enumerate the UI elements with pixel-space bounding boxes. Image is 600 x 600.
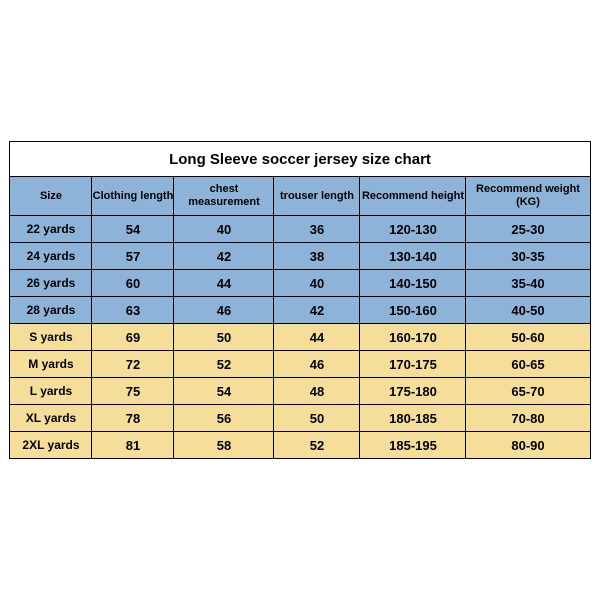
table-row: 2XL yards815852185-19580-90	[10, 432, 590, 459]
cell: 75	[92, 378, 174, 405]
cell: L yards	[10, 378, 92, 405]
table-row: S yards695044160-17050-60	[10, 324, 590, 351]
cell: 30-35	[466, 243, 590, 270]
cell: 63	[92, 297, 174, 324]
cell: 40	[174, 216, 274, 243]
cell: 35-40	[466, 270, 590, 297]
cell: 28 yards	[10, 297, 92, 324]
cell: 70-80	[466, 405, 590, 432]
col-size: Size	[10, 177, 92, 216]
size-chart-table: Long Sleeve soccer jersey size chart Siz…	[9, 141, 590, 459]
page-wrap: Long Sleeve soccer jersey size chart Siz…	[0, 0, 600, 600]
cell: 50	[174, 324, 274, 351]
table-row: 24 yards574238130-14030-35	[10, 243, 590, 270]
cell: 78	[92, 405, 174, 432]
cell: 52	[174, 351, 274, 378]
cell: 60	[92, 270, 174, 297]
cell: 46	[274, 351, 360, 378]
col-trouser-length: trouser length	[274, 177, 360, 216]
cell: 81	[92, 432, 174, 459]
title-row: Long Sleeve soccer jersey size chart	[10, 142, 590, 177]
cell: 57	[92, 243, 174, 270]
col-chest: chest measurement	[174, 177, 274, 216]
table-row: L yards755448175-18065-70	[10, 378, 590, 405]
cell: 60-65	[466, 351, 590, 378]
cell: 24 yards	[10, 243, 92, 270]
cell: 170-175	[360, 351, 466, 378]
table-body: 22 yards544036120-13025-3024 yards574238…	[10, 216, 590, 459]
cell: 40-50	[466, 297, 590, 324]
cell: 72	[92, 351, 174, 378]
table-head: Long Sleeve soccer jersey size chart Siz…	[10, 142, 590, 216]
cell: 130-140	[360, 243, 466, 270]
cell: 44	[274, 324, 360, 351]
table-row: M yards725246170-17560-65	[10, 351, 590, 378]
cell: 69	[92, 324, 174, 351]
cell: 140-150	[360, 270, 466, 297]
cell: 2XL yards	[10, 432, 92, 459]
cell: 36	[274, 216, 360, 243]
table-row: XL yards785650180-18570-80	[10, 405, 590, 432]
cell: 40	[274, 270, 360, 297]
cell: 160-170	[360, 324, 466, 351]
cell: M yards	[10, 351, 92, 378]
cell: 22 yards	[10, 216, 92, 243]
cell: 150-160	[360, 297, 466, 324]
cell: 50-60	[466, 324, 590, 351]
cell: 52	[274, 432, 360, 459]
table-row: 28 yards634642150-16040-50	[10, 297, 590, 324]
cell: 54	[174, 378, 274, 405]
cell: 50	[274, 405, 360, 432]
table-row: 22 yards544036120-13025-30	[10, 216, 590, 243]
cell: 58	[174, 432, 274, 459]
col-rec-height: Recommend height	[360, 177, 466, 216]
cell: 44	[174, 270, 274, 297]
cell: 46	[174, 297, 274, 324]
header-row: Size Clothing length chest measurement t…	[10, 177, 590, 216]
cell: 42	[274, 297, 360, 324]
cell: 48	[274, 378, 360, 405]
cell: 56	[174, 405, 274, 432]
cell: 80-90	[466, 432, 590, 459]
cell: 175-180	[360, 378, 466, 405]
cell: 25-30	[466, 216, 590, 243]
table-title: Long Sleeve soccer jersey size chart	[10, 142, 590, 177]
table-row: 26 yards604440140-15035-40	[10, 270, 590, 297]
cell: 185-195	[360, 432, 466, 459]
col-clothing-length: Clothing length	[92, 177, 174, 216]
col-rec-weight: Recommend weight (KG)	[466, 177, 590, 216]
cell: 120-130	[360, 216, 466, 243]
cell: XL yards	[10, 405, 92, 432]
cell: 42	[174, 243, 274, 270]
cell: 26 yards	[10, 270, 92, 297]
cell: S yards	[10, 324, 92, 351]
cell: 65-70	[466, 378, 590, 405]
cell: 180-185	[360, 405, 466, 432]
cell: 38	[274, 243, 360, 270]
cell: 54	[92, 216, 174, 243]
